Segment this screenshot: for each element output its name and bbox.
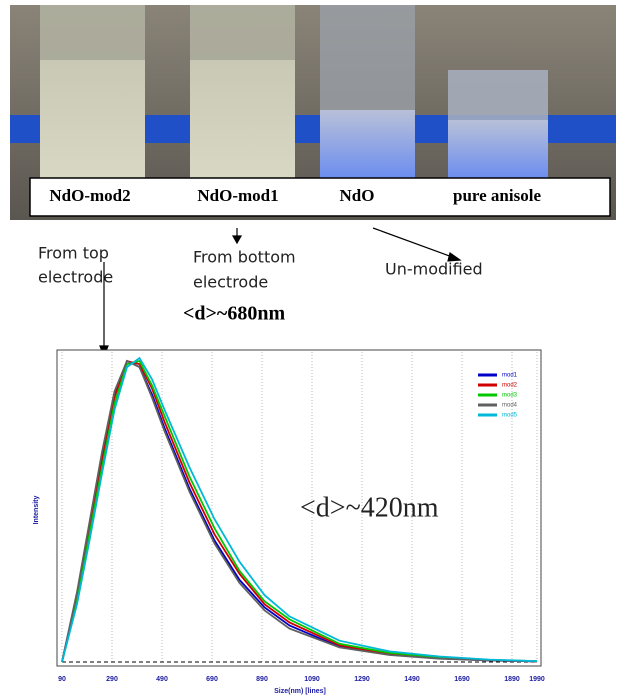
- sample-label: NdO: [340, 186, 375, 205]
- x-tick-label: 1490: [404, 676, 420, 683]
- x-tick-label: 490: [156, 676, 168, 683]
- x-tick-label: 1890: [504, 676, 520, 683]
- legend-label: mod2: [502, 383, 518, 389]
- x-axis-label: Size(nm) [lines]: [274, 688, 326, 695]
- legend-label: mod4: [502, 403, 518, 409]
- x-tick-label: 690: [206, 676, 218, 683]
- plot: 90 290 490 690 890 1090 1290 1490 1690 1890 1990 Si…: [33, 349, 545, 695]
- sample-label: NdO-mod1: [197, 186, 278, 205]
- x-tick-label: 1990: [529, 676, 545, 683]
- annotation: electrode: [193, 273, 268, 292]
- x-tick-label: 1290: [354, 676, 370, 683]
- annotation: <d>~420nm: [300, 492, 439, 523]
- x-tick-label: 90: [58, 676, 66, 683]
- legend-label: mod5: [502, 413, 518, 419]
- y-axis-label: Intensity: [33, 496, 40, 525]
- plot-frame: [56, 349, 542, 667]
- sample-label: NdO-mod2: [49, 186, 130, 205]
- x-tick-label: 890: [256, 676, 268, 683]
- x-tick-label: 1090: [304, 676, 320, 683]
- series-line: [61, 359, 538, 663]
- annotation: Un-modified: [385, 260, 483, 279]
- x-tick-label: 1690: [454, 676, 470, 683]
- photo: [10, 5, 616, 220]
- annotation: <d>~680nm: [183, 303, 285, 325]
- legend-label: mod3: [502, 393, 518, 399]
- series-line: [61, 356, 538, 663]
- sample-label: pure anisole: [453, 186, 541, 205]
- legend-label: mod1: [502, 373, 518, 379]
- annotation: From top: [38, 244, 109, 263]
- annotation: From bottom: [193, 248, 296, 267]
- x-tick-label: 290: [106, 676, 118, 683]
- series-line: [61, 359, 538, 663]
- annotation: electrode: [38, 268, 113, 287]
